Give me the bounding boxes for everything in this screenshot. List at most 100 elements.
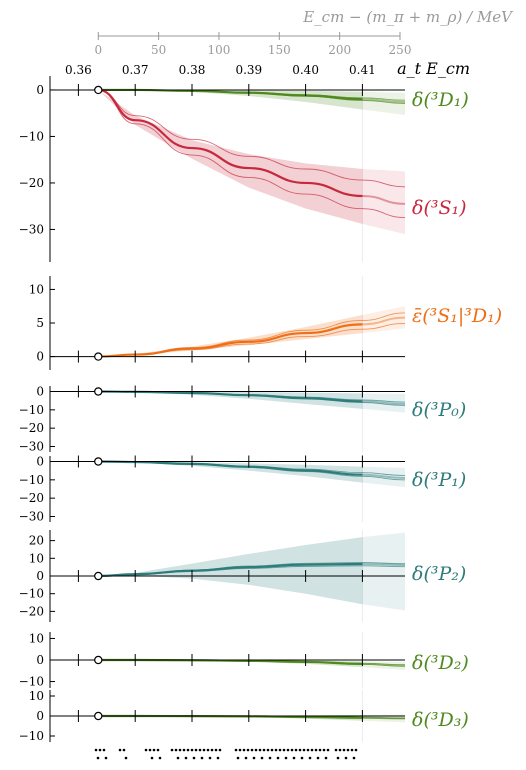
y-tick-label: 10 xyxy=(29,551,44,565)
energy-level-dot xyxy=(314,748,318,752)
energy-level-dot xyxy=(334,748,338,752)
threshold-marker xyxy=(94,352,103,361)
energy-level-dot xyxy=(176,756,180,760)
ecm-tick-label: 0.37 xyxy=(122,63,149,77)
phase-shift-curve-extrapolated xyxy=(362,473,406,479)
top-energy-axis: 0 50 100 150 200 250 E_cm − (m_π + m_ρ) / MeV xyxy=(94,8,514,57)
energy-level-dot xyxy=(174,748,178,752)
phase-shift-curve-extrapolated xyxy=(362,98,406,104)
ecm-axis-tick-labels: 0.36 0.37 0.38 0.39 0.40 0.41 a_t E_cm xyxy=(65,59,470,78)
uncertainty-band xyxy=(98,89,363,224)
energy-level-dot xyxy=(186,748,190,752)
y-tick-label: 10 xyxy=(29,631,44,645)
energy-level-dot xyxy=(178,748,182,752)
energy-level-dot xyxy=(124,756,128,760)
energy-level-dot xyxy=(170,748,174,752)
energy-level-dot xyxy=(310,748,314,752)
uncertainty-band-extrapolated xyxy=(362,393,405,413)
uncertainty-band xyxy=(98,461,363,483)
energy-level-dot xyxy=(98,748,102,752)
energy-level-dot xyxy=(250,748,254,752)
energy-level-dot xyxy=(144,748,148,752)
energy-level-dot xyxy=(252,756,256,760)
energy-level-dot xyxy=(258,748,262,752)
uncertainty-band xyxy=(98,314,363,357)
panel-2: 10 5 0 ε̄(³S₁|³D₁) xyxy=(29,276,502,370)
energy-level-dot xyxy=(346,748,350,752)
energy-level-dot xyxy=(184,756,188,760)
panel-label: δ(³D₃) xyxy=(412,709,469,731)
energy-level-dot xyxy=(214,748,218,752)
ecm-tick-label: 0.38 xyxy=(179,63,206,77)
top-axis-title: E_cm − (m_π + m_ρ) / MeV xyxy=(302,8,514,26)
phase-shift-curve-extrapolated xyxy=(362,562,406,567)
energy-level-dot xyxy=(94,748,98,752)
energy-level-dot xyxy=(246,748,250,752)
energy-level-dot xyxy=(118,748,122,752)
y-tick-label: −20 xyxy=(19,604,44,618)
y-tick-label: 10 xyxy=(29,282,44,296)
energy-level-dot xyxy=(342,748,346,752)
phase-shift-curve-extrapolated xyxy=(362,662,406,667)
energy-level-dot xyxy=(298,748,302,752)
energy-level-dot xyxy=(274,748,278,752)
energy-level-dots xyxy=(94,748,358,760)
uncertainty-band-extrapolated xyxy=(362,306,405,334)
variant-curve xyxy=(98,89,406,218)
energy-level-dot xyxy=(270,748,274,752)
y-tick-label: −20 xyxy=(19,176,44,190)
uncertainty-band-extrapolated xyxy=(362,169,405,235)
threshold-marker xyxy=(94,387,103,396)
top-axis-tick-label: 150 xyxy=(268,43,291,57)
panel-label: ε̄(³S₁|³D₁) xyxy=(412,305,502,327)
threshold-marker xyxy=(94,85,103,95)
energy-level-dot xyxy=(322,748,326,752)
energy-level-dot xyxy=(278,748,282,752)
phase-shift-curve-extrapolated xyxy=(362,194,406,205)
energy-level-dot xyxy=(308,756,312,760)
energy-level-dot xyxy=(286,748,290,752)
energy-level-dot xyxy=(152,748,156,752)
uncertainty-band-extrapolated xyxy=(362,91,405,116)
energy-level-dot xyxy=(192,756,196,760)
ecm-tick-label: 0.36 xyxy=(65,63,92,77)
ecm-tick-label: 0.41 xyxy=(349,63,376,77)
y-tick-label: 0 xyxy=(36,455,44,469)
energy-level-dot xyxy=(190,748,194,752)
energy-level-dot xyxy=(282,748,286,752)
energy-level-dot xyxy=(344,756,348,760)
y-tick-label: −10 xyxy=(19,473,44,487)
y-tick-label: 0 xyxy=(36,350,44,364)
energy-level-dot xyxy=(276,756,280,760)
y-tick-label: −20 xyxy=(19,421,44,435)
y-tick-label: −30 xyxy=(19,222,44,236)
energy-level-dot xyxy=(338,748,342,752)
energy-level-dot xyxy=(200,756,204,760)
energy-level-dot xyxy=(294,748,298,752)
energy-level-dot xyxy=(262,748,266,752)
y-tick-label: −30 xyxy=(19,510,44,524)
y-tick-label: −20 xyxy=(19,491,44,505)
panel-4: 0 −10 −20 −30 δ(³P₁) xyxy=(19,455,467,524)
panel-label: δ(³P₀) xyxy=(412,399,466,421)
energy-level-dot xyxy=(292,756,296,760)
energy-level-dot xyxy=(238,748,242,752)
y-tick-label: 0 xyxy=(36,709,44,723)
uncertainty-band-extrapolated xyxy=(362,532,405,611)
threshold-marker xyxy=(94,571,103,581)
energy-level-dot xyxy=(150,756,154,760)
top-axis-tick-label: 50 xyxy=(151,43,166,57)
panel-label: δ(³D₁) xyxy=(412,89,469,111)
energy-level-dot xyxy=(284,756,288,760)
energy-level-dot xyxy=(210,748,214,752)
energy-level-dot xyxy=(194,748,198,752)
energy-level-dot xyxy=(156,748,160,752)
energy-level-dot xyxy=(104,756,108,760)
energy-level-dot xyxy=(336,756,340,760)
phase-shift-curve xyxy=(98,88,363,198)
energy-level-dot xyxy=(300,756,304,760)
energy-level-dot xyxy=(352,756,356,760)
top-axis-tick-label: 0 xyxy=(94,43,102,57)
energy-level-dot xyxy=(236,756,240,760)
y-tick-label: −10 xyxy=(19,587,44,601)
